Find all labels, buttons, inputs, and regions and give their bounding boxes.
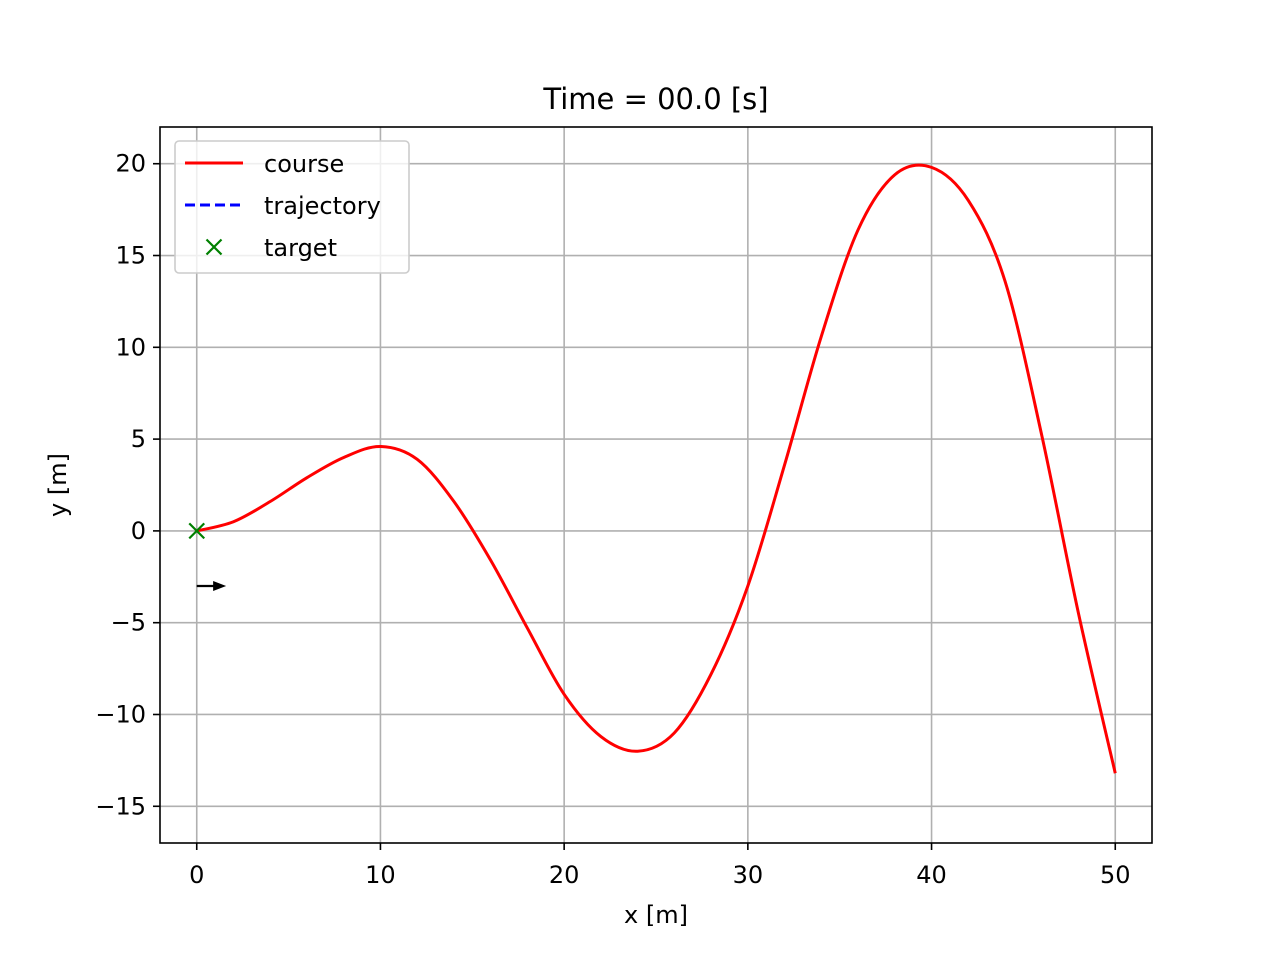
grid-lines — [160, 127, 1152, 843]
y-axis-ticks: −15 −10 −5 0 5 10 15 20 — [95, 150, 160, 820]
y-tick-label: 0 — [131, 517, 146, 545]
y-tick-label: 5 — [131, 425, 146, 453]
x-tick-label: 20 — [549, 861, 580, 889]
legend-trajectory-label: trajectory — [264, 192, 381, 220]
x-axis-ticks: 0 10 20 30 40 50 — [189, 843, 1131, 889]
x-axis-label: x [m] — [624, 901, 688, 929]
chart-title: Time = 00.0 [s] — [542, 82, 768, 116]
y-tick-label: 20 — [115, 150, 146, 178]
x-tick-label: 30 — [733, 861, 764, 889]
y-axis-label: y [m] — [44, 453, 72, 517]
legend-target-label: target — [264, 234, 337, 262]
legend: course trajectory target — [174, 140, 410, 274]
heading-arrow-head — [213, 580, 227, 591]
x-tick-label: 50 — [1100, 861, 1131, 889]
plot-area — [188, 163, 1117, 774]
x-tick-label: 0 — [189, 861, 204, 889]
legend-course-label: course — [264, 150, 344, 178]
y-tick-label: 10 — [115, 333, 146, 361]
x-marker-stroke — [188, 522, 206, 540]
x-tick-label: 40 — [916, 861, 947, 889]
target-marker — [188, 522, 206, 540]
axes-frame — [159, 126, 1153, 844]
heading-arrow — [196, 580, 227, 591]
y-tick-label: 15 — [115, 242, 146, 270]
y-tick-label: −10 — [95, 700, 146, 728]
legend-box — [174, 140, 410, 274]
course-series-line — [196, 163, 1117, 774]
y-tick-label: −15 — [95, 792, 146, 820]
y-tick-label: −5 — [111, 609, 146, 637]
legend-target-swatch — [205, 238, 223, 256]
x-marker-stroke — [205, 238, 223, 256]
x-tick-label: 10 — [365, 861, 396, 889]
